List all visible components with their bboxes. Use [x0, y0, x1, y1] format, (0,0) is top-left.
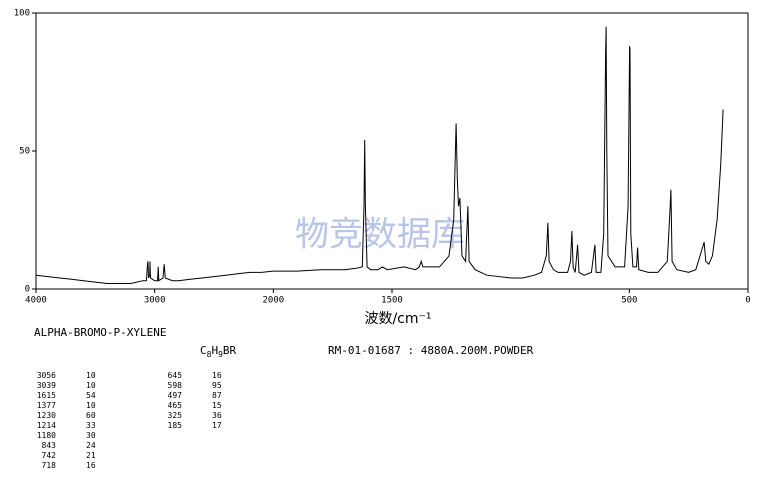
peak-intensity: 15: [212, 401, 222, 410]
peak-row: 185 17: [160, 421, 242, 431]
formula-part: H: [211, 344, 219, 357]
formula-sub: 9: [218, 350, 223, 360]
peak-row: 742 21: [34, 451, 116, 461]
peak-position: 1214: [36, 421, 56, 430]
peak-row: 1230 60: [34, 411, 116, 421]
peak-intensity: 21: [86, 451, 96, 460]
peak-position: 185: [167, 421, 182, 430]
peak-intensity: 87: [212, 391, 222, 400]
peak-intensity: 10: [86, 371, 96, 380]
x-tick-label: 0: [745, 296, 750, 306]
peak-position: 1180: [36, 431, 56, 440]
peak-position: 3056: [36, 371, 56, 380]
peak-row: 1377 10: [34, 401, 116, 411]
x-axis-label: 波数/cm⁻¹: [364, 311, 431, 327]
peak-row: 1615 54: [34, 391, 116, 401]
peak-row: 598 95: [160, 381, 242, 391]
x-tick-label: 2000: [262, 296, 284, 306]
peak-position: 843: [41, 441, 56, 450]
peak-position: 598: [167, 381, 182, 390]
peak-row: 3039 10: [34, 381, 116, 391]
peak-intensity: 54: [86, 391, 96, 400]
peak-position: 1230: [36, 411, 56, 420]
peak-intensity: 30: [86, 431, 96, 440]
peak-position: 3039: [36, 381, 56, 390]
x-tick-label: 3000: [144, 296, 166, 306]
chart: 物竞数据库 波数/cm⁻¹ 0 50 100 4000 3000 2000 1500 500 0: [14, 9, 751, 328]
peak-intensity: 36: [212, 411, 222, 420]
peak-row: 1214 33: [34, 421, 116, 431]
peak-row: 1180 30: [34, 431, 116, 441]
x-tick-label: 1500: [381, 296, 403, 306]
peak-row: 843 24: [34, 441, 116, 451]
peak-row: 465 15: [160, 401, 242, 411]
watermark: 物竞数据库: [295, 215, 465, 255]
peak-intensity: 33: [86, 421, 96, 430]
peak-position: 718: [41, 461, 56, 470]
peak-position: 742: [41, 451, 56, 460]
formula-sub: 8: [206, 350, 212, 360]
peak-table-right: 645 16 598 95 497 87 465 15 325 36 185 17: [160, 371, 242, 431]
peak-row: 3056 10: [34, 371, 116, 381]
peak-row: 497 87: [160, 391, 242, 401]
peak-intensity: 10: [86, 401, 96, 410]
spectrum-line: [35, 26, 724, 284]
formula-part: BR: [222, 344, 237, 357]
peak-intensity: 16: [212, 371, 222, 380]
sample-code: RM-01-01687 : 4880A.200M.POWDER: [328, 344, 534, 357]
peak-position: 1377: [36, 401, 56, 410]
y-tick-label: 0: [25, 285, 30, 295]
peak-intensity: 24: [86, 441, 96, 450]
peak-intensity: 16: [86, 461, 96, 470]
peak-row: 718 16: [34, 461, 116, 471]
peak-intensity: 17: [212, 421, 222, 430]
y-tick-label: 50: [19, 147, 30, 157]
x-tick-label: 500: [621, 296, 637, 306]
peak-row: 645 16: [160, 371, 242, 381]
peak-intensity: 60: [86, 411, 96, 420]
peak-intensity: 10: [86, 381, 96, 390]
peak-position: 1615: [36, 391, 56, 400]
y-tick-label: 100: [14, 9, 30, 19]
formula-part: C: [200, 344, 207, 357]
peak-intensity: 95: [212, 381, 222, 390]
peak-position: 497: [167, 391, 182, 400]
peak-position: 325: [167, 411, 182, 420]
formula: C8H9BR: [200, 344, 236, 359]
peak-position: 645: [167, 371, 182, 380]
x-tick-label: 4000: [25, 296, 47, 306]
compound-name: ALPHA-BROMO-P-XYLENE: [34, 326, 167, 339]
peak-table-left: 3056 10 3039 10 1615 54 1377 10 1230 60 1214 33 1180…: [34, 371, 116, 471]
peak-row: 325 36: [160, 411, 242, 421]
peak-position: 465: [167, 401, 182, 410]
